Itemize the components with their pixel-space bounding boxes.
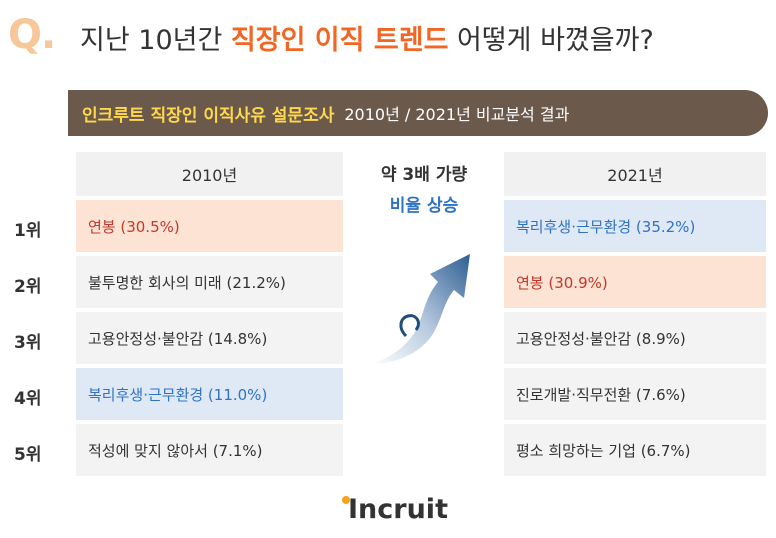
- change-note-line2: 비율 상승: [389, 196, 459, 216]
- title-after: 어떻게 바꼈을까?: [448, 25, 654, 56]
- rank-label: 3위: [14, 332, 42, 353]
- list-item: 복리후생·근무환경 (35.2%): [504, 200, 766, 252]
- title-before: 지난 10년간: [80, 25, 231, 56]
- change-note: 약 3배 가량 비율 상승: [348, 160, 500, 216]
- column-header-2021: 2021년: [504, 152, 766, 196]
- list-item: 연봉 (30.5%): [76, 200, 343, 252]
- q-mark: Q.: [8, 12, 56, 58]
- column-2021: 2021년 복리후생·근무환경 (35.2%) 연봉 (30.9%) 고용안정성…: [504, 152, 766, 476]
- list-item: 평소 희망하는 기업 (6.7%): [504, 424, 766, 476]
- title-row: Q. 지난 10년간 직장인 이직 트렌드 어떻게 바꼈을까?: [0, 0, 776, 70]
- list-item: 고용안정성·불안감 (14.8%): [76, 312, 343, 364]
- list-item: 진로개발·직무전환 (7.6%): [504, 368, 766, 420]
- column-2010: 2010년 연봉 (30.5%) 불투명한 회사의 미래 (21.2%) 고용안…: [76, 152, 343, 476]
- banner-main: 인크루트 직장인 이직사유 설문조사: [82, 105, 335, 126]
- upward-arrow-icon: [370, 254, 470, 364]
- list-item: 연봉 (30.9%): [504, 256, 766, 308]
- rank-label: 4위: [14, 388, 42, 409]
- change-note-line1: 약 3배 가량: [380, 165, 468, 185]
- logo-dot-icon: [342, 496, 350, 504]
- title-highlight: 직장인 이직 트렌드: [230, 25, 449, 56]
- list-item: 불투명한 회사의 미래 (21.2%): [76, 256, 343, 308]
- logo-text: Incruit: [348, 494, 448, 525]
- page-title: 지난 10년간 직장인 이직 트렌드 어떻게 바꼈을까?: [80, 18, 654, 57]
- rank-label: 5위: [14, 444, 42, 465]
- rank-column: 1위 2위 3위 4위 5위: [14, 200, 54, 480]
- incruit-logo: Incruit: [342, 494, 448, 525]
- rank-label: 1위: [14, 220, 42, 241]
- list-item: 복리후생·근무환경 (11.0%): [76, 368, 343, 420]
- list-item: 고용안정성·불안감 (8.9%): [504, 312, 766, 364]
- list-item: 적성에 맞지 않아서 (7.1%): [76, 424, 343, 476]
- column-header-2010: 2010년: [76, 152, 343, 196]
- rank-label: 2위: [14, 276, 42, 297]
- survey-banner: 인크루트 직장인 이직사유 설문조사 2010년 / 2021년 비교분석 결과: [68, 90, 768, 136]
- banner-sub: 2010년 / 2021년 비교분석 결과: [344, 105, 570, 124]
